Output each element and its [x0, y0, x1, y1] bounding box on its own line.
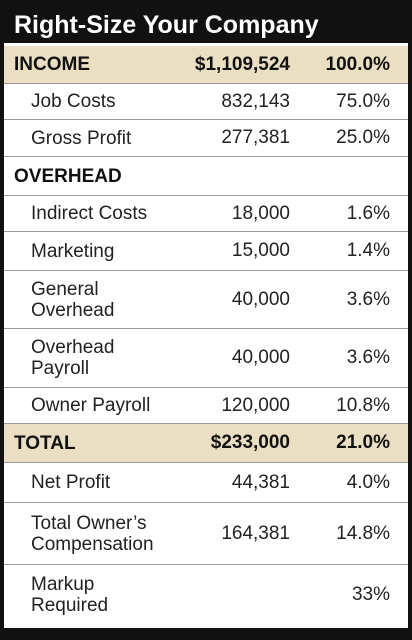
- row-label: Indirect Costs: [31, 203, 148, 224]
- row-label: General Overhead: [31, 278, 115, 321]
- table-row: Job Costs 832,143 75.0%: [4, 84, 408, 120]
- amount: $233,000: [210, 432, 290, 453]
- rows: INCOME $1,109,524 100.0% Job Costs 832,143 75…: [4, 46, 408, 624]
- percent: 100.0%: [325, 53, 390, 75]
- row-label: Overhead Payroll: [31, 337, 115, 379]
- table-row: Total Owner’s Compensation 164,381 14.8%: [4, 503, 408, 565]
- percent: 1.6%: [346, 202, 390, 224]
- row-label: Net Profit: [31, 472, 111, 493]
- amount: $1,109,524: [194, 53, 290, 75]
- percent: 4.0%: [346, 471, 390, 493]
- row-label: OVERHEAD: [14, 165, 122, 187]
- table-row: INCOME $1,109,524 100.0%: [4, 46, 408, 84]
- amount: 18,000: [231, 202, 290, 224]
- table-row: Overhead Payroll 40,000 3.6%: [4, 329, 408, 388]
- amount: 164,381: [221, 522, 290, 544]
- amount: 832,143: [221, 90, 290, 112]
- row-label: Owner Payroll: [31, 395, 151, 416]
- amount: 40,000: [231, 347, 290, 368]
- row-label: Markup Required: [31, 573, 109, 616]
- row-label: Job Costs: [31, 91, 116, 112]
- title: Right-Size Your Company: [4, 4, 408, 46]
- percent: 1.4%: [346, 240, 390, 261]
- amount: 15,000: [231, 240, 290, 261]
- percent: 75.0%: [336, 90, 390, 112]
- percent: 33%: [351, 583, 390, 605]
- percent: 14.8%: [336, 522, 390, 544]
- percent: 10.8%: [336, 394, 390, 416]
- table-row: OVERHEAD: [4, 157, 408, 196]
- amount: 277,381: [221, 127, 290, 148]
- table-row: TOTAL $233,000 21.0%: [4, 424, 408, 463]
- percent: 3.6%: [346, 347, 390, 368]
- table-row: Owner Payroll 120,000 10.8%: [4, 388, 408, 424]
- table-row: Gross Profit 277,381 25.0%: [4, 120, 408, 157]
- table-row: General Overhead 40,000 3.6%: [4, 271, 408, 329]
- percent: 3.6%: [346, 288, 390, 310]
- table-row: Indirect Costs 18,000 1.6%: [4, 196, 408, 232]
- percent: 21.0%: [336, 432, 390, 453]
- amount: 40,000: [231, 288, 290, 310]
- row-label: Marketing: [31, 240, 115, 262]
- table-row: Marketing 15,000 1.4%: [4, 232, 408, 271]
- table-row: Net Profit 44,381 4.0%: [4, 463, 408, 503]
- amount: 44,381: [231, 471, 290, 493]
- row-label: Gross Profit: [31, 127, 132, 149]
- row-label: Total Owner’s Compensation: [31, 512, 154, 555]
- row-label: INCOME: [14, 54, 90, 75]
- row-label: TOTAL: [14, 432, 76, 454]
- table-row: Markup Required 33%: [4, 565, 408, 624]
- percent: 25.0%: [336, 127, 390, 148]
- amount: 120,000: [221, 394, 290, 416]
